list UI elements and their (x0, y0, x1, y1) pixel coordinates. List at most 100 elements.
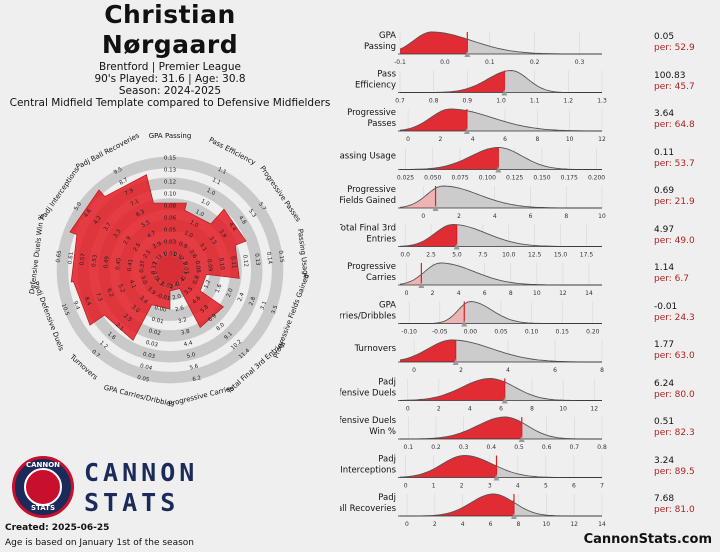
tick-label: 4 (516, 483, 520, 490)
radar-scale-label: 6.3 (135, 209, 146, 219)
player-marker-triangle (432, 205, 439, 211)
template-label: Central Midfield Template compared to De… (9, 97, 331, 109)
tick-label: 4 (461, 521, 465, 528)
radar-scale-label: 4.4 (227, 222, 237, 233)
metric-label: Turnovers (354, 344, 397, 354)
radar-scale-label: 3.5 (207, 235, 217, 246)
tick-label: 7 (600, 483, 604, 490)
radar-scale-label: 3.7 (103, 221, 113, 232)
tick-label: 12.5 (528, 252, 542, 259)
metric-value: 7.68 (654, 494, 675, 504)
radar-scale-label: 3.5 (184, 286, 195, 297)
tick-label: 2 (457, 213, 461, 220)
metric-percentile: per: 82.3 (654, 428, 695, 438)
tick-label: 0 (406, 406, 410, 413)
metric-label: Progressive (347, 262, 396, 272)
radar-scale-label: 2.2 (178, 256, 188, 267)
metric-value: 0.69 (654, 186, 675, 196)
tick-label: 0.125 (506, 175, 523, 182)
metric-percentile: per: 24.3 (654, 312, 695, 323)
tick-label: 0.05 (494, 329, 508, 336)
radar-scale-label: 0.02 (148, 328, 161, 337)
density-percentile-fill (400, 304, 465, 324)
radar-scale-label: 4.2 (93, 215, 103, 226)
density-percentile-fill (400, 455, 497, 478)
tick-label: 4 (471, 136, 475, 143)
radar-scale-label: 0.15 (277, 250, 284, 263)
metric-value: 1.14 (654, 263, 675, 273)
radar-scale-label: 2.0 (172, 294, 182, 302)
metric-label: Padj (378, 493, 396, 503)
radar-scale-label: 3.4 (138, 295, 149, 306)
density-area (400, 147, 602, 170)
radar-scale-label: 8.0 (215, 322, 226, 333)
tick-label: 0.1 (404, 444, 414, 451)
radar-scale-label: 3.2 (178, 317, 188, 325)
metric-label: Defensive Duels (340, 416, 397, 426)
metric-percentile: per: 6.7 (654, 274, 689, 284)
created-date: Created: 2025-06-25 (5, 523, 110, 533)
tick-label: 10 (566, 136, 574, 143)
radar-scale-label: 2.9 (123, 235, 133, 246)
metric-label: Padj (378, 455, 396, 465)
metric-value: 3.24 (654, 455, 675, 466)
radar-category-label: GPA Carries/Dribbles (103, 384, 175, 409)
metric-value: 4.97 (654, 224, 675, 235)
radar-scale-label: 5.0 (186, 352, 196, 360)
density-percentile-fill (400, 275, 422, 285)
player-marker-triangle (493, 474, 500, 481)
radar-scale-label: 0.9 (172, 252, 183, 262)
tick-label: 0.2 (530, 59, 540, 66)
tick-label: 6 (483, 290, 487, 297)
radar-scale-label: 3.5 (271, 304, 280, 315)
radar-scale-label: 7.1 (130, 198, 141, 207)
radar-scale-label: 3.1 (158, 252, 169, 261)
metric-label: Ball Recoveries (340, 504, 397, 514)
metric-label: Pass (377, 70, 396, 80)
radar-scale-label: 0.13 (253, 253, 260, 266)
density-percentile-fill (400, 32, 468, 54)
radar-scale-label: 1.0 (194, 209, 205, 219)
tick-label: -0.10 (401, 329, 417, 336)
radar-scale-label: 3.8 (180, 329, 190, 337)
player-marker-triangle (461, 320, 468, 327)
tick-label: 12 (559, 290, 567, 297)
radar-scale-label: -0.01 (156, 293, 171, 302)
radar-scale-label: 7.9 (124, 188, 135, 198)
density-percentile-fill (400, 224, 457, 247)
tick-label: 6 (529, 213, 533, 220)
team-league: Brentford | Premier League (99, 61, 241, 73)
radar-scale-label: 0.8 (192, 274, 201, 285)
radar-category-label: GPA Passing (149, 132, 192, 140)
metric-value: 1.77 (654, 340, 675, 350)
tick-label: 8 (530, 406, 534, 413)
metric-value: 0.05 (654, 32, 675, 42)
tick-label: 10 (542, 521, 550, 528)
radar-scale-label: 2.0 (226, 287, 235, 298)
metric-percentile: per: 49.0 (654, 235, 695, 246)
tick-label: 0.20 (586, 329, 600, 336)
radar-scale-label: 0.12 (241, 254, 248, 267)
tick-label: 8 (509, 290, 513, 297)
density-percentile-fill (400, 378, 505, 401)
tick-label: 0.100 (479, 175, 496, 182)
player-marker-triangle (510, 513, 517, 519)
radar-scale-label: 2.1 (114, 322, 125, 332)
radar-scale-label: 1.2 (98, 340, 109, 350)
tick-label: 10 (533, 290, 541, 297)
metric-percentile: per: 45.7 (654, 81, 695, 92)
season-label: Season: 2024-2025 (118, 85, 222, 97)
tick-label: 6 (503, 136, 507, 143)
metric-percentile: per: 53.7 (654, 158, 695, 169)
tick-label: 0 (406, 136, 410, 143)
tick-label: 0.2 (431, 444, 441, 451)
metric-percentile: per: 52.9 (654, 43, 695, 53)
radar-category-label: Passing Usage (296, 228, 310, 279)
radar-scale-label: 0.03 (164, 240, 177, 246)
radar-scale-label: 0.00 (154, 305, 168, 314)
tick-label: 10.0 (502, 252, 516, 259)
radar-scale-label: 3.0 (139, 275, 148, 286)
radar-scale-label: 4.6 (192, 295, 203, 306)
radar-scale-label: 2.6 (175, 305, 185, 313)
tick-label: 4 (493, 213, 497, 220)
